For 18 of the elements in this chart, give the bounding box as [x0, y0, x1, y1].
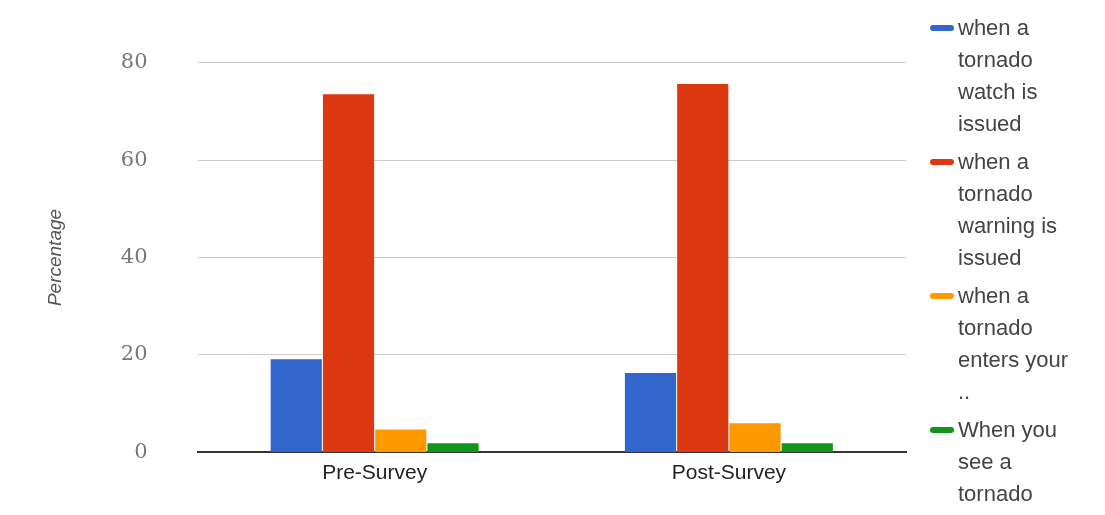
y-tick-label: 0 — [134, 438, 148, 463]
bar — [677, 84, 729, 452]
legend-label: when a tornado enters your .. — [958, 282, 1070, 406]
bar — [375, 429, 427, 452]
y-tick-label: 60 — [120, 146, 148, 171]
y-tick-label: 80 — [120, 49, 148, 74]
bar — [781, 443, 833, 452]
x-tick-label: Post-Survey — [671, 459, 787, 483]
x-tick-label: Pre-Survey — [322, 459, 428, 483]
legend-label: When you see a tornado — [958, 416, 1059, 508]
y-tick-label: 40 — [120, 243, 148, 268]
bar — [427, 443, 479, 452]
y-axis-title: Percentage — [43, 208, 65, 307]
bar — [322, 94, 375, 452]
bar — [270, 359, 322, 452]
bar — [729, 423, 781, 452]
y-tick-label: 20 — [120, 341, 148, 366]
bar — [624, 372, 677, 452]
